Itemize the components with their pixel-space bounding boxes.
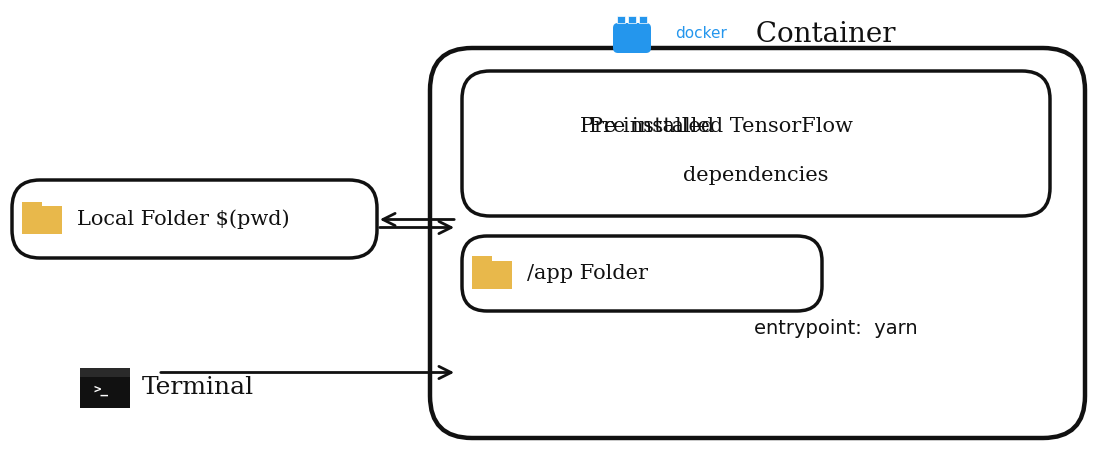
Text: /app Folder: /app Folder [527,264,648,283]
FancyBboxPatch shape [472,260,512,288]
FancyBboxPatch shape [462,71,1050,216]
FancyBboxPatch shape [80,368,130,377]
Text: >_: >_ [93,384,109,397]
FancyBboxPatch shape [472,256,492,262]
Text: Pre installed TensorFlow: Pre installed TensorFlow [589,116,852,136]
FancyBboxPatch shape [617,16,625,23]
FancyBboxPatch shape [462,236,823,311]
Text: dependencies: dependencies [684,166,829,185]
FancyBboxPatch shape [22,206,62,234]
Text: Local Folder $(pwd): Local Folder $(pwd) [77,209,290,229]
FancyBboxPatch shape [628,16,636,23]
FancyBboxPatch shape [613,23,650,53]
FancyBboxPatch shape [22,202,42,208]
Text: entrypoint:  yarn: entrypoint: yarn [755,319,918,338]
FancyBboxPatch shape [639,16,647,23]
Text: Container: Container [747,21,896,48]
FancyBboxPatch shape [80,368,130,408]
FancyBboxPatch shape [430,48,1084,438]
Text: docker: docker [675,27,727,41]
Text: Pre installed: Pre installed [581,116,722,136]
Text: Terminal: Terminal [142,376,254,398]
FancyBboxPatch shape [12,180,377,258]
